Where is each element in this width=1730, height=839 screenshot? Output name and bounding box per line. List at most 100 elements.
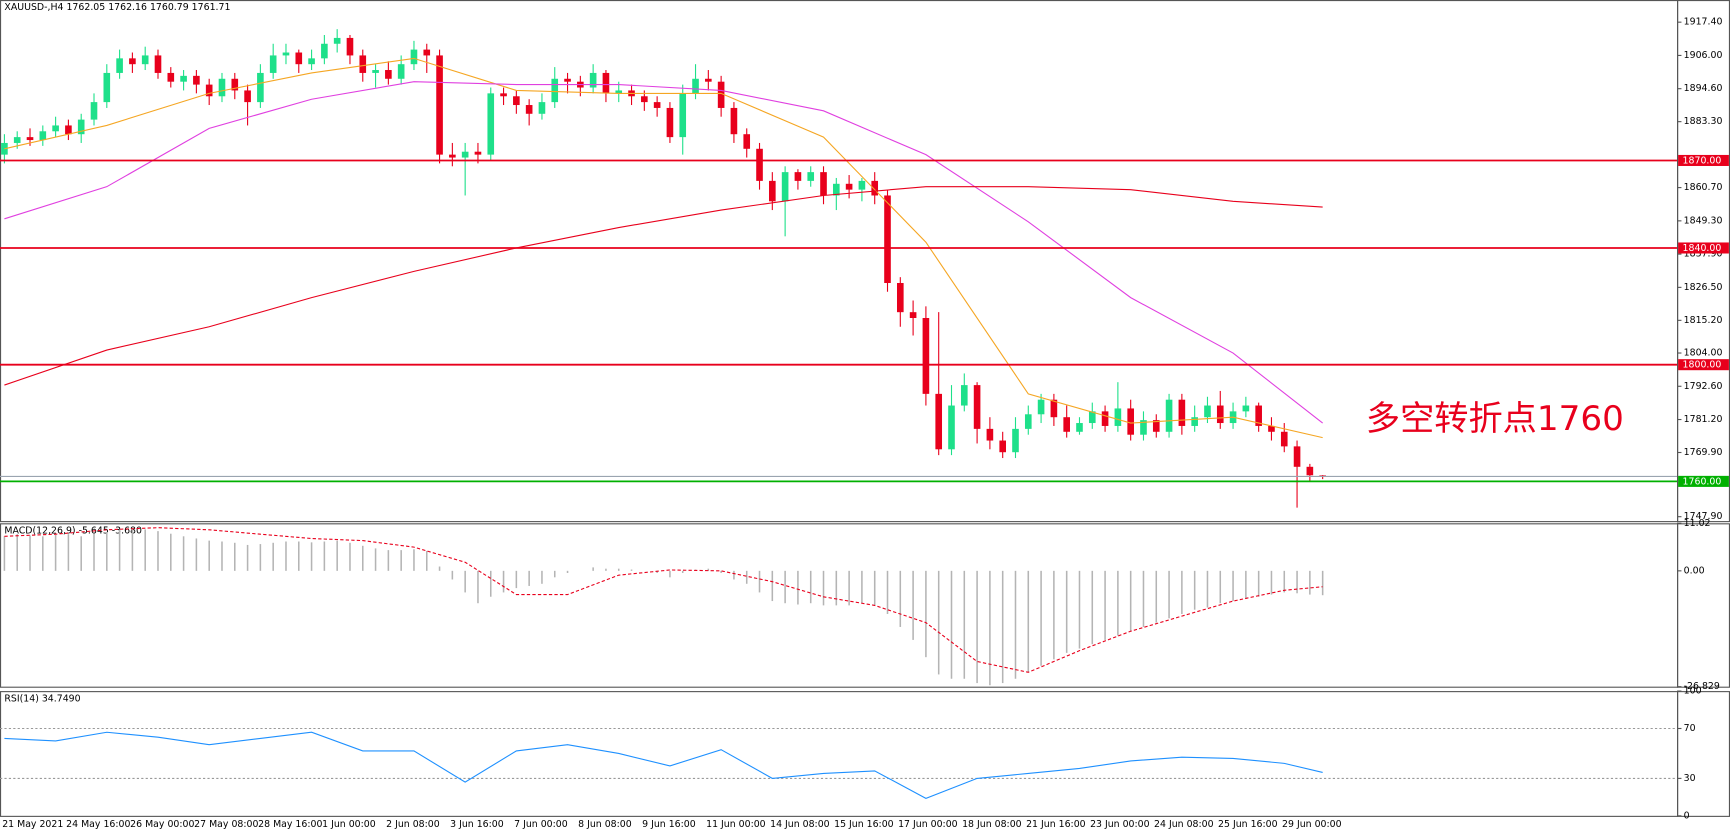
candle-body bbox=[1216, 405, 1224, 424]
time-label: 26 May 00:00 bbox=[130, 819, 194, 830]
time-label: 21 Jun 16:00 bbox=[1026, 819, 1086, 830]
candle-body bbox=[26, 137, 34, 141]
moving-average bbox=[4, 186, 1323, 386]
level-label-box bbox=[1678, 154, 1729, 166]
signal-line bbox=[4, 527, 1323, 673]
moving-average bbox=[4, 57, 1323, 439]
candle-body bbox=[717, 81, 725, 108]
time-label: 17 Jun 00:00 bbox=[898, 819, 958, 830]
time-label: 8 Jun 08:00 bbox=[578, 819, 632, 830]
candle-body bbox=[807, 172, 815, 181]
axis-frame bbox=[1677, 0, 1730, 523]
candle-body bbox=[90, 102, 98, 120]
time-label: 24 Jun 08:00 bbox=[1154, 819, 1214, 830]
candle-body bbox=[154, 55, 162, 73]
candle-body bbox=[641, 96, 648, 103]
candle-body bbox=[1101, 411, 1109, 426]
candle-body bbox=[116, 58, 123, 73]
candle-body bbox=[205, 84, 213, 97]
candle-body bbox=[397, 64, 405, 79]
y-tick-label: 1826.50 bbox=[1684, 282, 1723, 293]
candle-body bbox=[449, 154, 456, 158]
y-tick-label: 1804.00 bbox=[1684, 348, 1723, 359]
candle-body bbox=[743, 134, 751, 149]
time-label: 29 Jun 00:00 bbox=[1282, 819, 1342, 830]
time-label: 1 Jun 00:00 bbox=[322, 819, 376, 830]
candle-body bbox=[295, 52, 303, 65]
level-label: 1870.00 bbox=[1683, 156, 1722, 167]
y-tick-label: 1906.00 bbox=[1684, 50, 1723, 61]
y-tick-label: 0 bbox=[1684, 810, 1690, 821]
time-label: 7 Jun 00:00 bbox=[514, 819, 568, 830]
candle-body bbox=[615, 90, 623, 94]
candle-body bbox=[948, 405, 955, 450]
candle-body bbox=[1255, 405, 1262, 426]
level-label-box bbox=[1678, 475, 1729, 487]
time-label: 21 May 2021 bbox=[2, 819, 63, 830]
candle-body bbox=[1165, 399, 1173, 432]
candle-body bbox=[513, 96, 520, 106]
y-tick-label: 1917.40 bbox=[1684, 17, 1723, 28]
candle-body bbox=[103, 72, 111, 103]
candle-body bbox=[1037, 399, 1045, 415]
candle-body bbox=[1076, 423, 1083, 432]
candle-body bbox=[564, 78, 571, 82]
time-label: 24 May 16:00 bbox=[66, 819, 130, 830]
y-tick-label: 70 bbox=[1684, 723, 1696, 734]
candle-body bbox=[385, 70, 392, 79]
time-label: 14 Jun 08:00 bbox=[770, 819, 830, 830]
candle-body bbox=[269, 55, 277, 73]
candle-body bbox=[13, 137, 21, 143]
candle-body bbox=[1293, 446, 1301, 467]
candle-body bbox=[538, 102, 546, 114]
candle-body bbox=[705, 78, 712, 82]
y-tick-label: -26.829 bbox=[1684, 681, 1720, 692]
candle-body bbox=[666, 107, 674, 138]
y-tick-label: 30 bbox=[1684, 773, 1696, 784]
candle-body bbox=[1242, 405, 1250, 412]
candle-body bbox=[692, 78, 699, 94]
level-label: 1840.00 bbox=[1683, 243, 1722, 254]
y-tick-label: 1747.90 bbox=[1684, 511, 1723, 522]
candle-body bbox=[308, 58, 315, 65]
candle-body bbox=[193, 75, 200, 85]
candle-body bbox=[1140, 420, 1147, 435]
candle-body bbox=[781, 172, 789, 202]
candle-body bbox=[525, 105, 533, 114]
time-label: 23 Jun 00:00 bbox=[1090, 819, 1150, 830]
candle-body bbox=[1024, 414, 1032, 429]
candle-body bbox=[1191, 417, 1198, 426]
candle-body bbox=[1280, 431, 1288, 447]
candle-body bbox=[52, 125, 59, 132]
y-tick-label: 1781.20 bbox=[1684, 414, 1723, 425]
time-label: 2 Jun 08:00 bbox=[386, 819, 440, 830]
candle-body bbox=[1306, 466, 1314, 476]
candle-body bbox=[218, 78, 226, 97]
candle-body bbox=[359, 55, 367, 73]
candle-body bbox=[1204, 405, 1211, 418]
candle-body bbox=[436, 55, 443, 155]
candle-body bbox=[794, 172, 802, 181]
y-tick-label: 11.02 bbox=[1684, 518, 1711, 529]
level-label-box bbox=[1678, 242, 1729, 254]
y-tick-label: 1860.70 bbox=[1684, 182, 1723, 193]
candle-body bbox=[487, 93, 495, 155]
moving-average bbox=[4, 81, 1323, 424]
annotation: 多空转折点1760 bbox=[1366, 399, 1624, 439]
time-label: 3 Jun 16:00 bbox=[450, 819, 504, 830]
panel-title: RSI(14) 34.7490 bbox=[4, 693, 80, 704]
candle-body bbox=[346, 37, 354, 56]
time-label: 15 Jun 16:00 bbox=[834, 819, 894, 830]
candle-body bbox=[65, 125, 72, 135]
candle-body bbox=[973, 385, 981, 429]
candle-body bbox=[935, 393, 943, 450]
candle-body bbox=[244, 90, 251, 103]
candle-body bbox=[1114, 408, 1122, 426]
candle-body bbox=[1012, 428, 1019, 453]
candle-body bbox=[858, 180, 866, 190]
candle-body bbox=[333, 37, 341, 44]
time-label: 9 Jun 16:00 bbox=[642, 819, 696, 830]
y-tick-label: 1894.60 bbox=[1684, 83, 1723, 94]
